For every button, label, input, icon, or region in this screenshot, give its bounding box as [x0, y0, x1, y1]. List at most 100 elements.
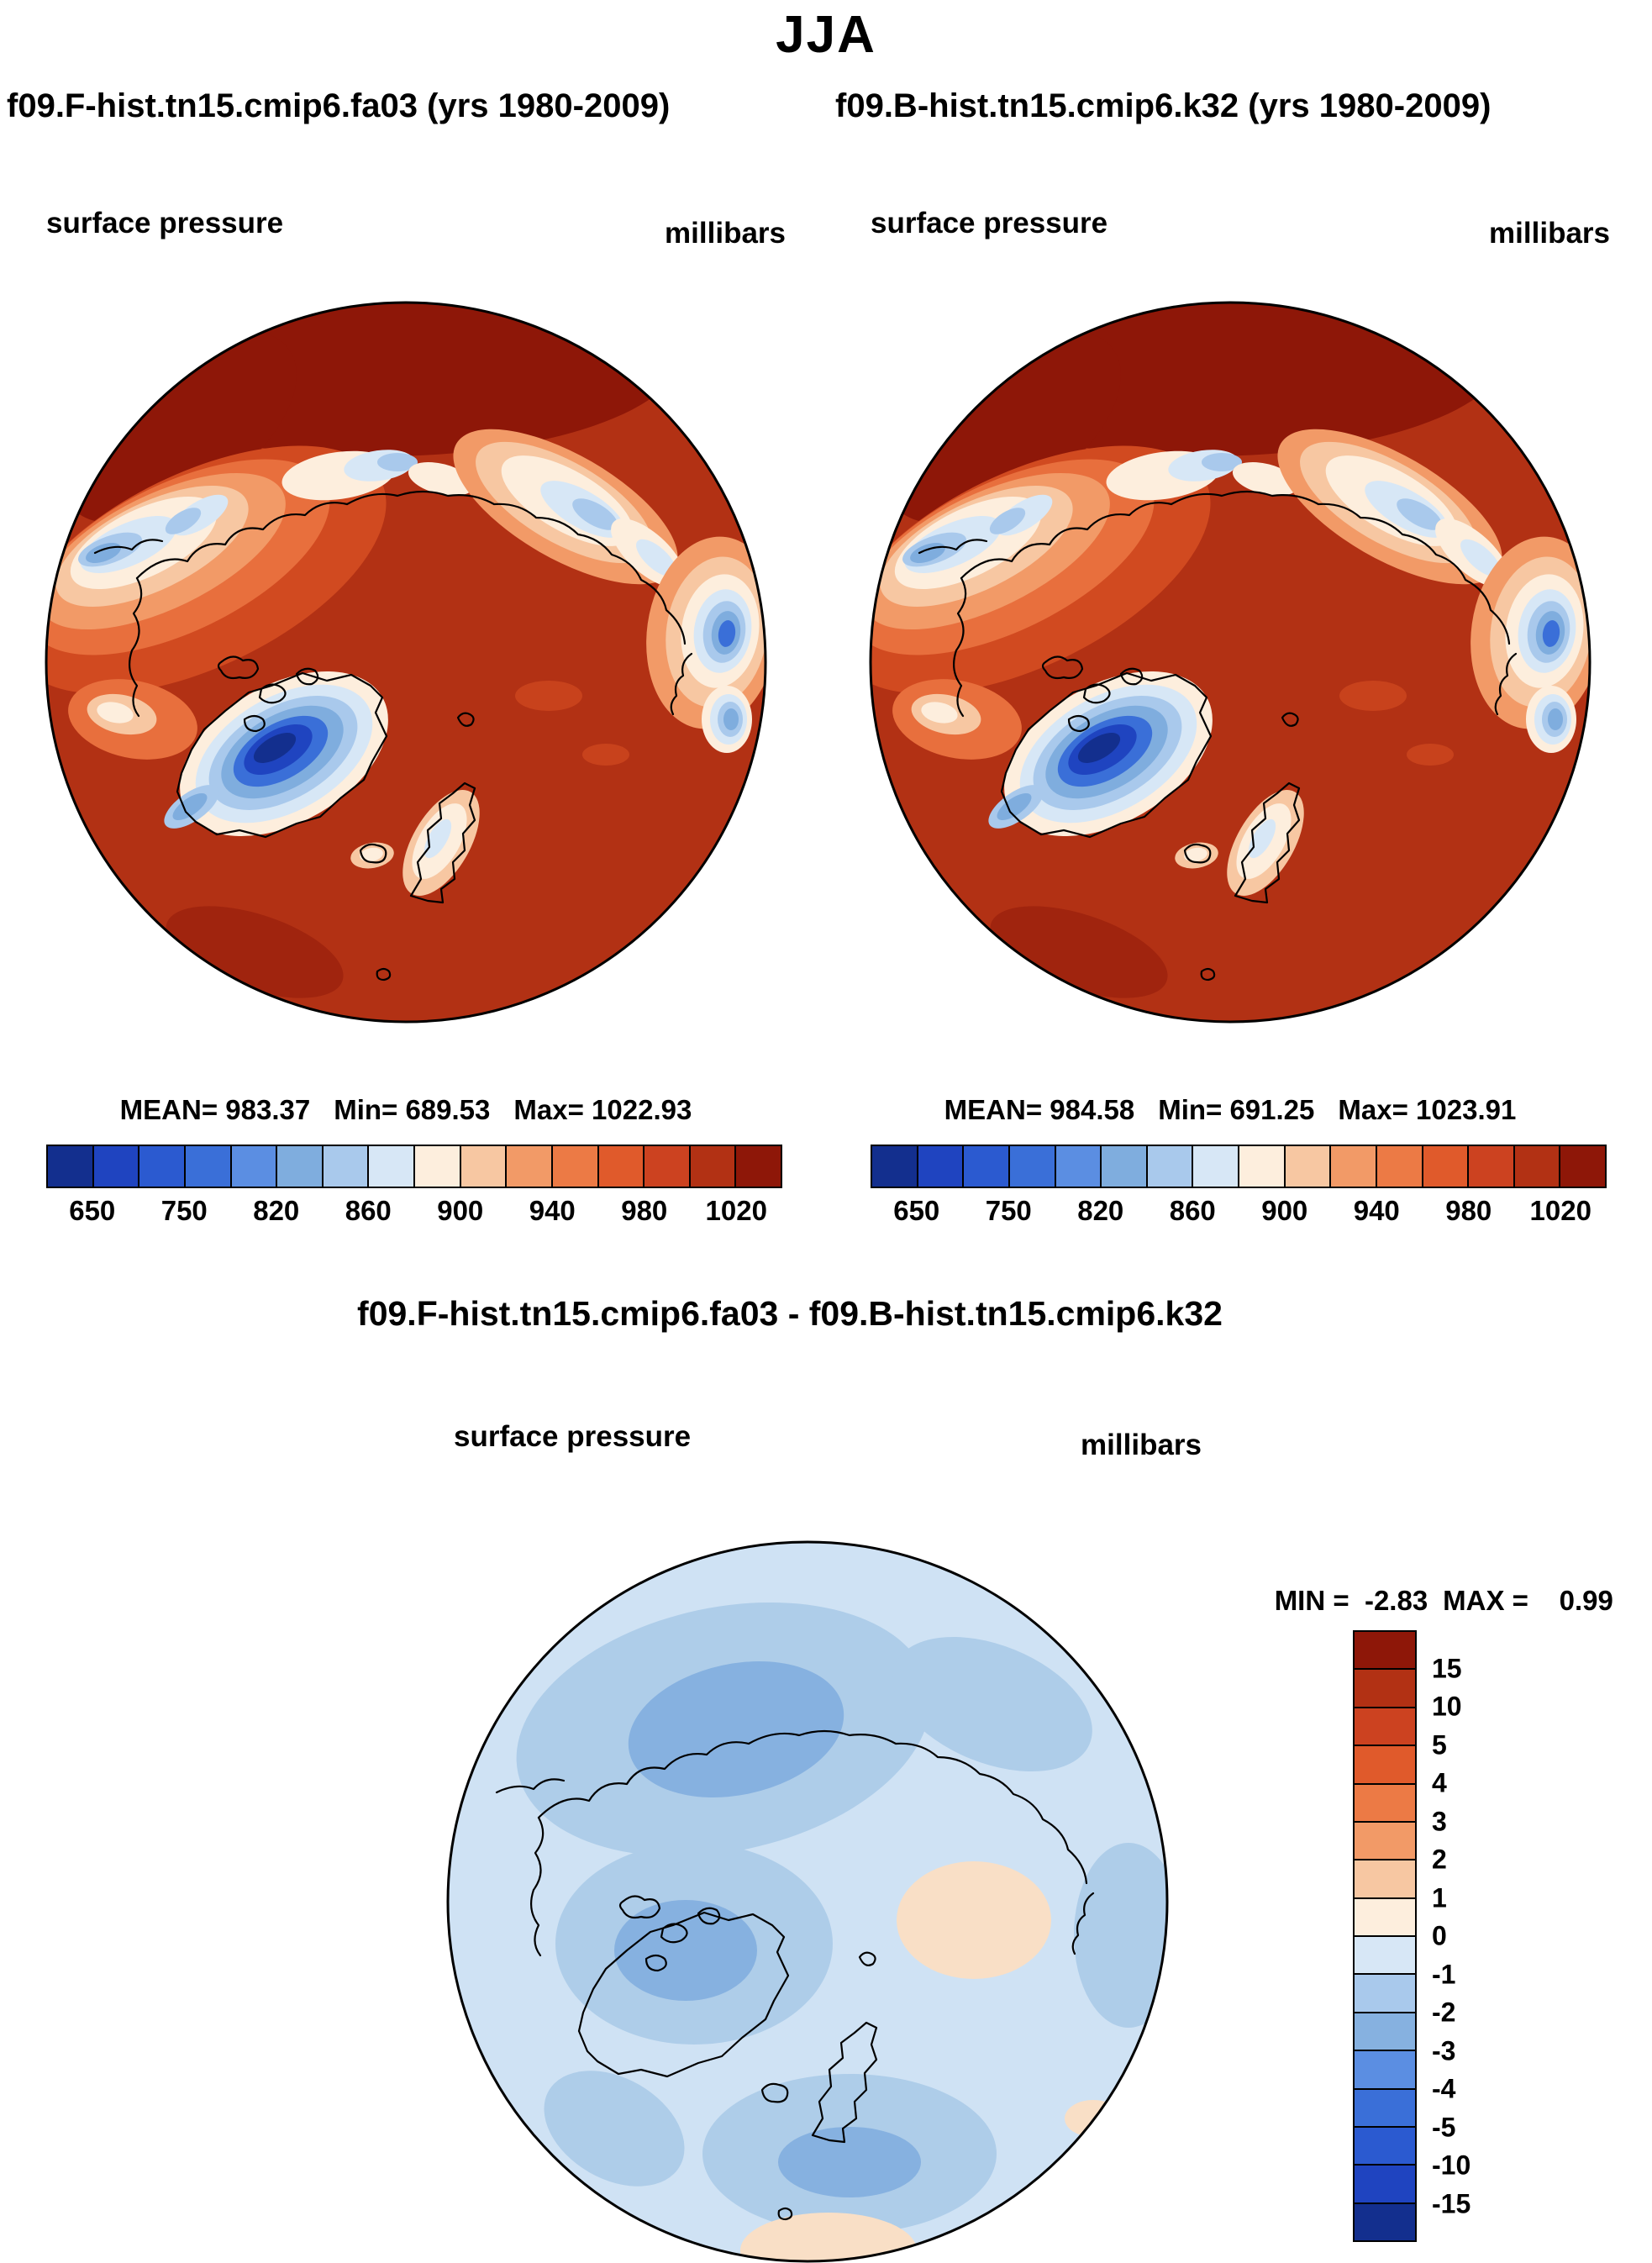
colorbar-cell [1355, 1898, 1415, 1937]
colorbar-cell [1355, 1784, 1415, 1823]
colorbar-tick-label: 4 [1432, 1767, 1447, 1798]
colorbar-tick-label: -3 [1432, 2035, 1456, 2066]
pressure-map-artwork [45, 301, 767, 1024]
left-panel-subtitle: f09.F-hist.tn15.cmip6.fa03 (yrs 1980-200… [7, 87, 671, 124]
colorbar-cell [1423, 1146, 1470, 1187]
colorbar-cell [231, 1146, 278, 1187]
diff-max-label: MAX = 0.99 [1443, 1585, 1613, 1616]
colorbar-tick-label: -1 [1432, 1959, 1456, 1989]
right-units-label: millibars [1489, 217, 1610, 250]
left-colorbar: 650 750 820 860 900 940 980 1020 [46, 1145, 782, 1227]
left-stats-min: Min= 689.53 [334, 1094, 491, 1125]
colorbar-cell [1355, 2013, 1415, 2052]
right-field-label: surface pressure [871, 207, 1108, 239]
colorbar-cell [1355, 2166, 1415, 2204]
colorbar-tick-label: 1020 [705, 1195, 767, 1226]
colorbar-cell [48, 1146, 94, 1187]
colorbar-tick-label: 1020 [1529, 1195, 1591, 1226]
right-stats: MEAN= 984.58 Min= 691.25 Max= 1023.91 [869, 1094, 1591, 1126]
pressure-map-right [869, 301, 1591, 1024]
pressure-map-left [45, 301, 767, 1024]
colorbar-tick-label: -2 [1432, 1997, 1456, 2028]
colorbar-tick-label: 940 [529, 1195, 576, 1226]
left-stats: MEAN= 983.37 Min= 689.53 Max= 1022.93 [45, 1094, 767, 1126]
colorbar-tick-label: 3 [1432, 1806, 1447, 1836]
colorbar-cell [690, 1146, 737, 1187]
colorbar-tick-label: 900 [437, 1195, 484, 1226]
colorbar-cells [1353, 1630, 1417, 2242]
diff-min-label: MIN = -2.83 [1274, 1585, 1428, 1616]
colorbar-tick-label: 900 [1261, 1195, 1308, 1226]
colorbar-cell [1355, 1708, 1415, 1747]
colorbar-cell [1102, 1146, 1148, 1187]
colorbar-cell [323, 1146, 370, 1187]
colorbar-cell [185, 1146, 232, 1187]
colorbar-cell [1376, 1146, 1423, 1187]
colorbar-tick-label: 750 [985, 1195, 1032, 1226]
colorbar-tick-label: 860 [1169, 1195, 1216, 1226]
diff-colorbar: 15 10 5 4 3 2 1 0 -1 -2 -3 -4 -5 -10 -15 [1353, 1630, 1470, 2242]
colorbar-cell [1239, 1146, 1286, 1187]
colorbar-cell [552, 1146, 599, 1187]
colorbar-cell [918, 1146, 965, 1187]
colorbar-cell [598, 1146, 645, 1187]
difference-title: f09.F-hist.tn15.cmip6.fa03 - f09.B-hist.… [357, 1294, 1223, 1333]
colorbar-cell [1560, 1146, 1605, 1187]
left-field-label: surface pressure [46, 207, 284, 239]
right-stats-mean: MEAN= 984.58 [944, 1094, 1135, 1125]
colorbar-tick-label: -10 [1432, 2150, 1471, 2181]
colorbar-cell [1147, 1146, 1194, 1187]
colorbar-cell [1469, 1146, 1515, 1187]
colorbar-cell [644, 1146, 691, 1187]
left-stats-mean: MEAN= 983.37 [119, 1094, 311, 1125]
colorbar-cell [1285, 1146, 1332, 1187]
colorbar-tick-label: 650 [69, 1195, 116, 1226]
colorbar-cell [1355, 2203, 1415, 2240]
colorbar-cell [1355, 1822, 1415, 1861]
colorbar-tick-label: 10 [1432, 1691, 1462, 1722]
colorbar-tick-label: 0 [1432, 1920, 1447, 1951]
colorbar-cells [46, 1145, 782, 1188]
left-units-label: millibars [665, 217, 786, 250]
colorbar-cell [1355, 1670, 1415, 1708]
colorbar-cell [93, 1146, 140, 1187]
right-stats-max: Max= 1023.91 [1338, 1094, 1517, 1125]
colorbar-ticks: 650 750 820 860 900 940 980 1020 [46, 1188, 782, 1227]
colorbar-cell [1009, 1146, 1056, 1187]
colorbar-cell [1355, 2051, 1415, 2090]
colorbar-cell [1355, 1860, 1415, 1899]
colorbar-cell [139, 1146, 186, 1187]
colorbar-tick-label: 2 [1432, 1844, 1447, 1875]
colorbar-cell [1355, 2089, 1415, 2128]
colorbar-cell [1355, 1632, 1415, 1671]
colorbar-tick-label: 15 [1432, 1653, 1462, 1683]
colorbar-cell [369, 1146, 415, 1187]
colorbar-cell [1193, 1146, 1239, 1187]
colorbar-cell [964, 1146, 1010, 1187]
colorbar-cell [872, 1146, 918, 1187]
colorbar-ticks: 650 750 820 860 900 940 980 1020 [871, 1188, 1607, 1227]
diff-field-label: surface pressure [454, 1420, 692, 1453]
colorbar-cell [415, 1146, 461, 1187]
diff-minmax: MIN = -2.83 MAX = 0.99 [1244, 1553, 1613, 1649]
colorbar-tick-label: 820 [1077, 1195, 1124, 1226]
pressure-map-artwork [869, 301, 1591, 1024]
colorbar-tick-label: 1 [1432, 1882, 1447, 1913]
colorbar-tick-label: -15 [1432, 2188, 1471, 2218]
colorbar-tick-label: 820 [253, 1195, 300, 1226]
colorbar-tick-label: 5 [1432, 1729, 1447, 1760]
colorbar-cell [1355, 2127, 1415, 2166]
diff-units-label: millibars [1081, 1429, 1202, 1461]
colorbar-tick-label: 940 [1353, 1195, 1400, 1226]
right-panel-subtitle: f09.B-hist.tn15.cmip6.k32 (yrs 1980-2009… [835, 87, 1492, 124]
colorbar-tick-label: 650 [893, 1195, 940, 1226]
colorbar-cell [1055, 1146, 1102, 1187]
difference-map [446, 1540, 1169, 2263]
figure-title: JJA [776, 6, 876, 64]
colorbar-cell [1355, 1746, 1415, 1785]
colorbar-tick-label: -5 [1432, 2112, 1456, 2142]
colorbar-cell [460, 1146, 508, 1187]
colorbar-tick-label: 750 [160, 1195, 208, 1226]
colorbar-cell [1331, 1146, 1377, 1187]
